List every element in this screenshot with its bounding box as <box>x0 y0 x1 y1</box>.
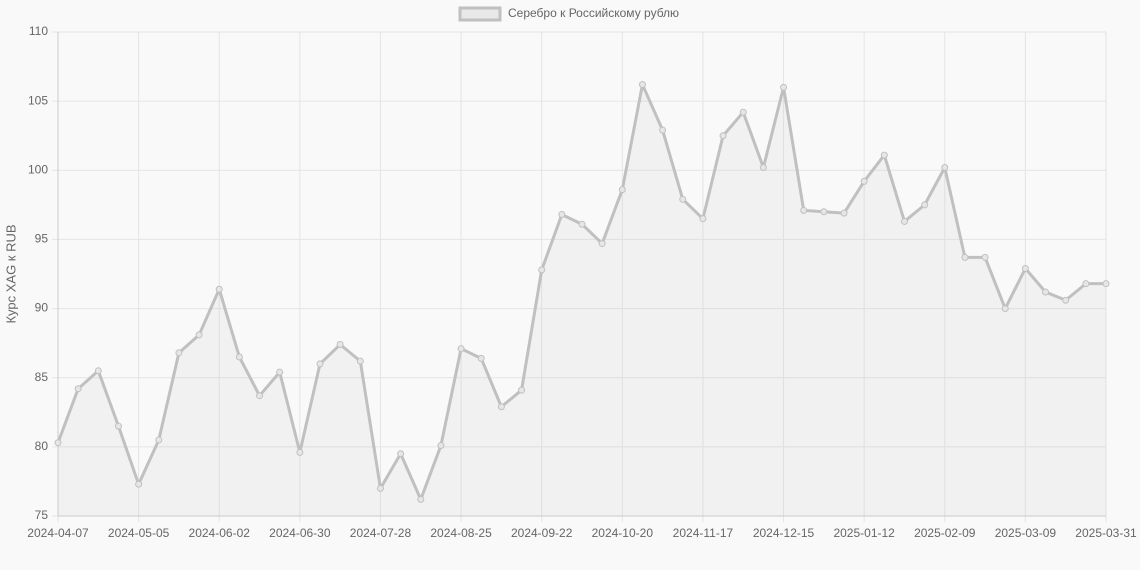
data-point <box>558 211 566 219</box>
x-tick-label: 2024-11-17 <box>673 526 734 540</box>
x-tick-label: 2025-02-09 <box>914 526 976 540</box>
y-tick-label: 90 <box>35 301 49 315</box>
data-point <box>175 349 183 357</box>
data-point <box>155 436 163 444</box>
data-point <box>921 201 929 209</box>
data-point <box>114 422 122 430</box>
x-tick-label: 2025-03-09 <box>995 526 1057 540</box>
data-point <box>497 403 505 411</box>
x-tick-label: 2024-08-25 <box>430 526 492 540</box>
data-point <box>94 367 102 375</box>
data-point <box>296 448 304 456</box>
data-point <box>437 441 445 449</box>
x-tick-label: 2024-07-28 <box>350 526 412 540</box>
data-point <box>719 132 727 140</box>
data-point <box>780 83 788 91</box>
data-point <box>195 331 203 339</box>
x-tick-label: 2025-01-12 <box>833 526 895 540</box>
data-point <box>739 108 747 116</box>
data-point <box>336 341 344 349</box>
data-point <box>215 285 223 293</box>
y-tick-label: 105 <box>28 93 48 107</box>
x-tick-label: 2024-09-22 <box>511 526 573 540</box>
data-point <box>54 439 62 447</box>
data-point <box>417 495 425 503</box>
data-point <box>518 386 526 394</box>
data-point <box>538 266 546 274</box>
data-point <box>1042 288 1050 296</box>
x-tick-label: 2024-04-07 <box>27 526 89 540</box>
data-point <box>376 484 384 492</box>
data-point <box>679 195 687 203</box>
legend-label: Серебро к Российскому рублю <box>508 6 679 20</box>
data-point <box>356 357 364 365</box>
data-point <box>135 480 143 488</box>
data-point <box>860 177 868 185</box>
data-point <box>961 253 969 261</box>
data-point <box>477 354 485 362</box>
data-point <box>659 126 667 134</box>
data-point <box>981 253 989 261</box>
data-point <box>618 186 626 194</box>
data-point <box>256 392 264 400</box>
x-tick-label: 2024-10-20 <box>592 526 654 540</box>
data-point <box>1021 264 1029 272</box>
data-point <box>1062 296 1070 304</box>
x-tick-label: 2024-06-02 <box>189 526 251 540</box>
data-point <box>1082 280 1090 288</box>
y-tick-label: 75 <box>35 508 49 522</box>
data-point <box>235 353 243 361</box>
data-point <box>276 368 284 376</box>
x-tick-label: 2024-05-05 <box>108 526 170 540</box>
legend-swatch <box>458 6 502 22</box>
x-tick-label: 2024-12-15 <box>753 526 815 540</box>
data-point <box>699 215 707 223</box>
data-point <box>1001 305 1009 313</box>
data-point <box>598 240 606 248</box>
data-point <box>900 217 908 225</box>
data-point <box>880 151 888 159</box>
data-point <box>941 164 949 172</box>
data-point <box>457 345 465 353</box>
data-point <box>397 450 405 458</box>
y-tick-label: 100 <box>28 162 48 176</box>
data-point <box>316 360 324 368</box>
x-tick-label: 2024-06-30 <box>269 526 331 540</box>
y-tick-label: 80 <box>35 439 49 453</box>
y-tick-label: 95 <box>35 232 49 246</box>
y-tick-label: 110 <box>29 24 48 38</box>
x-tick-label: 2025-03-31 <box>1075 526 1137 540</box>
data-point <box>578 220 586 228</box>
data-point <box>800 206 808 214</box>
data-point <box>840 209 848 217</box>
line-area <box>58 84 1106 516</box>
data-point <box>1102 280 1110 288</box>
data-point <box>74 385 82 393</box>
data-point <box>820 208 828 216</box>
y-tick-label: 85 <box>35 370 49 384</box>
data-point <box>759 164 767 172</box>
data-point <box>638 81 646 89</box>
y-axis-title: Курс XAG к RUB <box>3 224 18 323</box>
